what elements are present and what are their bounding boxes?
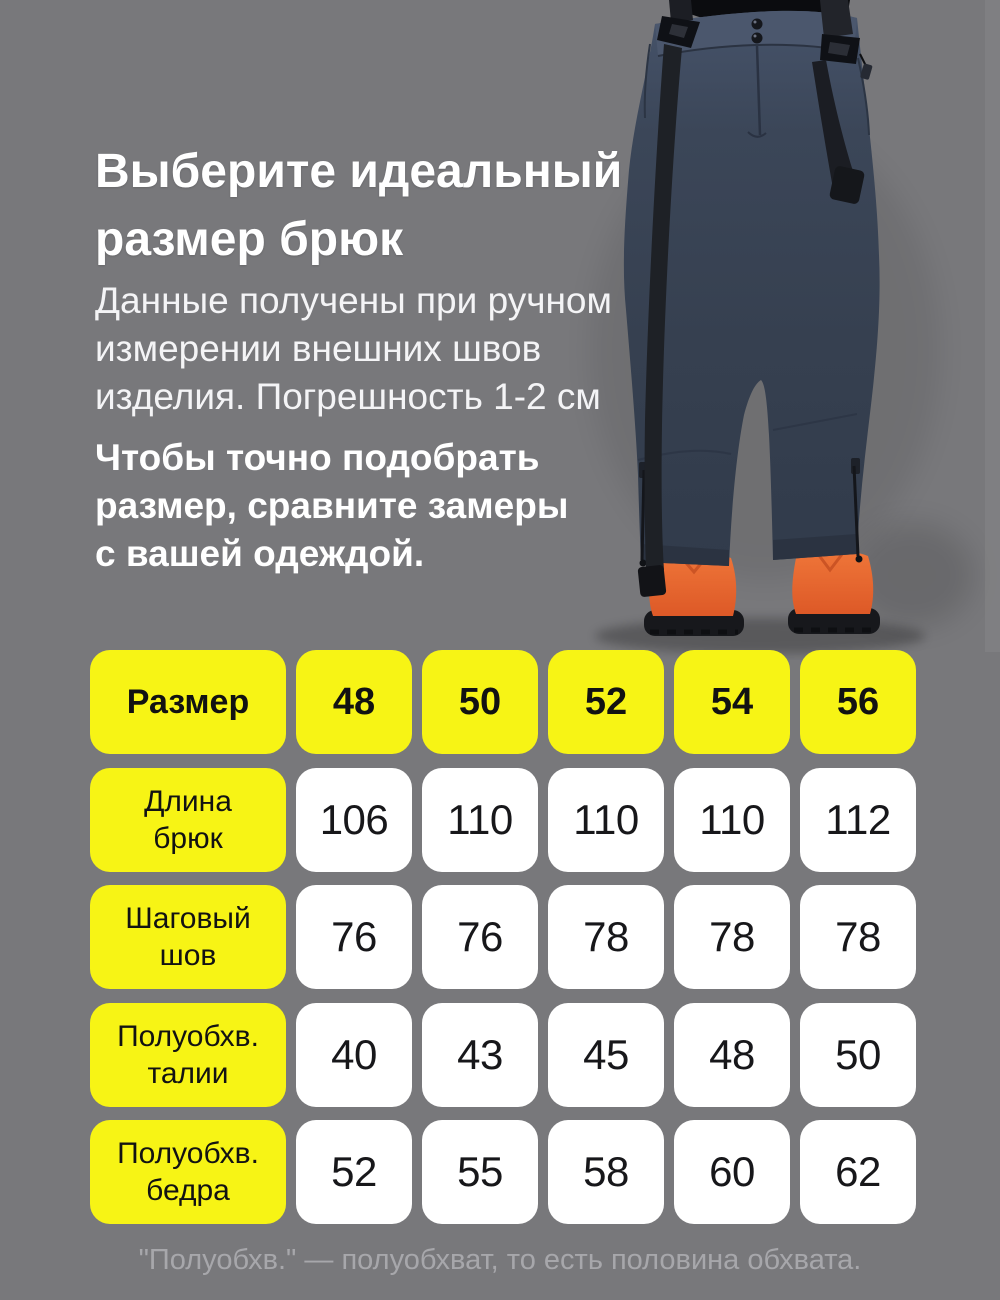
row-label-pants-length: Длина брюк	[90, 767, 286, 872]
table-value: 48	[674, 1002, 790, 1107]
waist-snap-top	[751, 18, 763, 30]
hip-zipper-pull	[859, 53, 873, 80]
table-value: 60	[674, 1120, 790, 1224]
right-knee-seam	[772, 413, 858, 431]
photo-right-edge	[985, 0, 1000, 652]
disclaimer-line2: измерении внешних швов	[95, 328, 542, 369]
table-value: 110	[422, 767, 538, 872]
page-title-line2: размер брюк	[95, 213, 404, 266]
table-value: 112	[800, 767, 916, 872]
disclaimer-line3: изделия. Погрешность 1-2 см	[95, 376, 601, 417]
measurement-disclaimer: Данные получены при ручном измерении вне…	[95, 277, 612, 421]
left-pocket-seam	[643, 43, 651, 119]
fitting-advice: Чтобы точно подобрать размер, сравните з…	[95, 434, 568, 578]
waist-snap-bottom	[751, 32, 763, 44]
table-value: 45	[548, 1002, 664, 1107]
table-value: 76	[422, 885, 538, 989]
table-value: 78	[674, 885, 790, 989]
disclaimer-line1: Данные получены при ручном	[95, 280, 612, 321]
size-col-48: 48	[296, 650, 412, 754]
footnote: "Полуобхв." — полуобхват, то есть полови…	[138, 1244, 862, 1276]
row-label-half-waist: Полуобхв. талии	[90, 1002, 286, 1107]
right-hem	[773, 534, 857, 560]
table-value: 78	[548, 885, 664, 989]
advice-line2: размер, сравните замеры	[95, 485, 569, 526]
table-value: 52	[296, 1120, 412, 1224]
size-col-56: 56	[800, 650, 916, 754]
table-value: 110	[548, 767, 664, 872]
table-value: 76	[296, 885, 412, 989]
size-table: Размер 48 50 52 54 56 Длина брюк 106 110…	[90, 650, 916, 1224]
size-col-54: 54	[674, 650, 790, 754]
fly-seam	[755, 45, 762, 136]
size-col-50: 50	[422, 650, 538, 754]
table-value: 55	[422, 1120, 538, 1224]
size-table-header-label: Размер	[90, 650, 286, 754]
pants-illustration	[590, 0, 974, 654]
product-photo	[560, 0, 1000, 660]
table-value: 58	[548, 1120, 664, 1224]
right-boot	[788, 550, 880, 634]
row-label-half-hips: Полуобхв. бедра	[90, 1120, 286, 1224]
row-label-inseam: Шаговый шов	[90, 885, 286, 989]
table-value: 78	[800, 885, 916, 989]
right-suspender-strap	[812, 0, 865, 204]
page-title: Выберите идеальный размер брюк	[95, 138, 622, 274]
side-shadow	[850, 523, 974, 627]
size-col-52: 52	[548, 650, 664, 754]
right-pocket-seam	[857, 57, 870, 136]
table-value: 106	[296, 767, 412, 872]
pants-body	[623, 10, 880, 566]
table-value: 50	[800, 1002, 916, 1107]
table-value: 62	[800, 1120, 916, 1224]
table-value: 40	[296, 1002, 412, 1107]
right-ankle-zipper	[851, 458, 863, 563]
table-value: 43	[422, 1002, 538, 1107]
page-title-line1: Выберите идеальный	[95, 145, 623, 198]
advice-line1: Чтобы точно подобрать	[95, 437, 540, 478]
left-suspender-strap	[637, 0, 700, 597]
advice-line3: с вашей одеждой.	[95, 533, 425, 574]
table-value: 110	[674, 767, 790, 872]
